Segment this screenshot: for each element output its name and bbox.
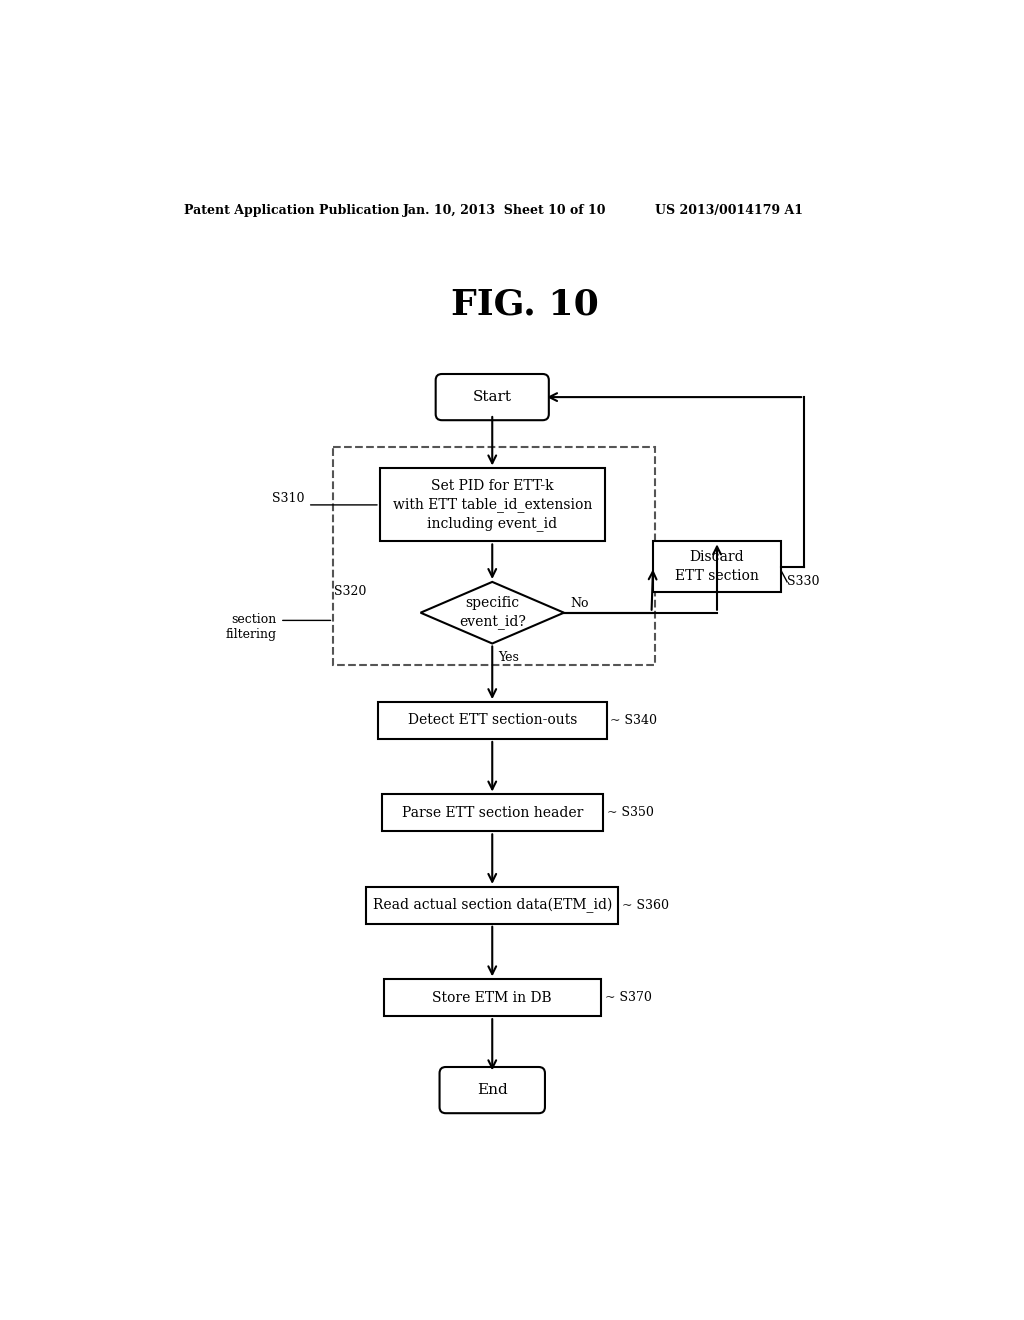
Text: ~ S350: ~ S350 [606, 807, 653, 820]
Text: ~ S340: ~ S340 [610, 714, 657, 727]
Bar [378, 702, 606, 739]
Text: ~ S370: ~ S370 [604, 991, 651, 1005]
Text: No: No [570, 597, 589, 610]
Text: FIG. 10: FIG. 10 [451, 288, 599, 322]
Polygon shape [421, 582, 564, 644]
Text: Start: Start [473, 391, 512, 404]
Text: Jan. 10, 2013  Sheet 10 of 10: Jan. 10, 2013 Sheet 10 of 10 [403, 205, 606, 218]
Text: Read actual section data(ETM_id): Read actual section data(ETM_id) [373, 898, 612, 913]
Text: specific
event_id?: specific event_id? [459, 597, 525, 630]
Text: S320: S320 [334, 585, 367, 598]
Text: Store ETM in DB: Store ETM in DB [432, 991, 552, 1005]
FancyBboxPatch shape [439, 1067, 545, 1113]
Text: Set PID for ETT-k
with ETT table_id_extension
including event_id: Set PID for ETT-k with ETT table_id_exte… [392, 479, 592, 531]
Text: Yes: Yes [499, 651, 519, 664]
Bar [382, 795, 603, 832]
Text: section
filtering: section filtering [225, 612, 276, 640]
Bar [380, 469, 604, 541]
Bar [334, 447, 655, 665]
Text: S310: S310 [272, 492, 305, 506]
Text: Parse ETT section header: Parse ETT section header [401, 807, 583, 820]
Text: Patent Application Publication: Patent Application Publication [183, 205, 399, 218]
Text: S330: S330 [787, 576, 819, 589]
Text: ~ S360: ~ S360 [622, 899, 669, 912]
Bar [384, 979, 601, 1016]
Text: US 2013/0014179 A1: US 2013/0014179 A1 [655, 205, 803, 218]
Text: End: End [477, 1084, 508, 1097]
Text: Discard
ETT section: Discard ETT section [675, 550, 759, 582]
Text: Detect ETT section-outs: Detect ETT section-outs [408, 714, 577, 727]
Bar [653, 541, 781, 591]
FancyBboxPatch shape [435, 374, 549, 420]
Bar [367, 887, 618, 924]
